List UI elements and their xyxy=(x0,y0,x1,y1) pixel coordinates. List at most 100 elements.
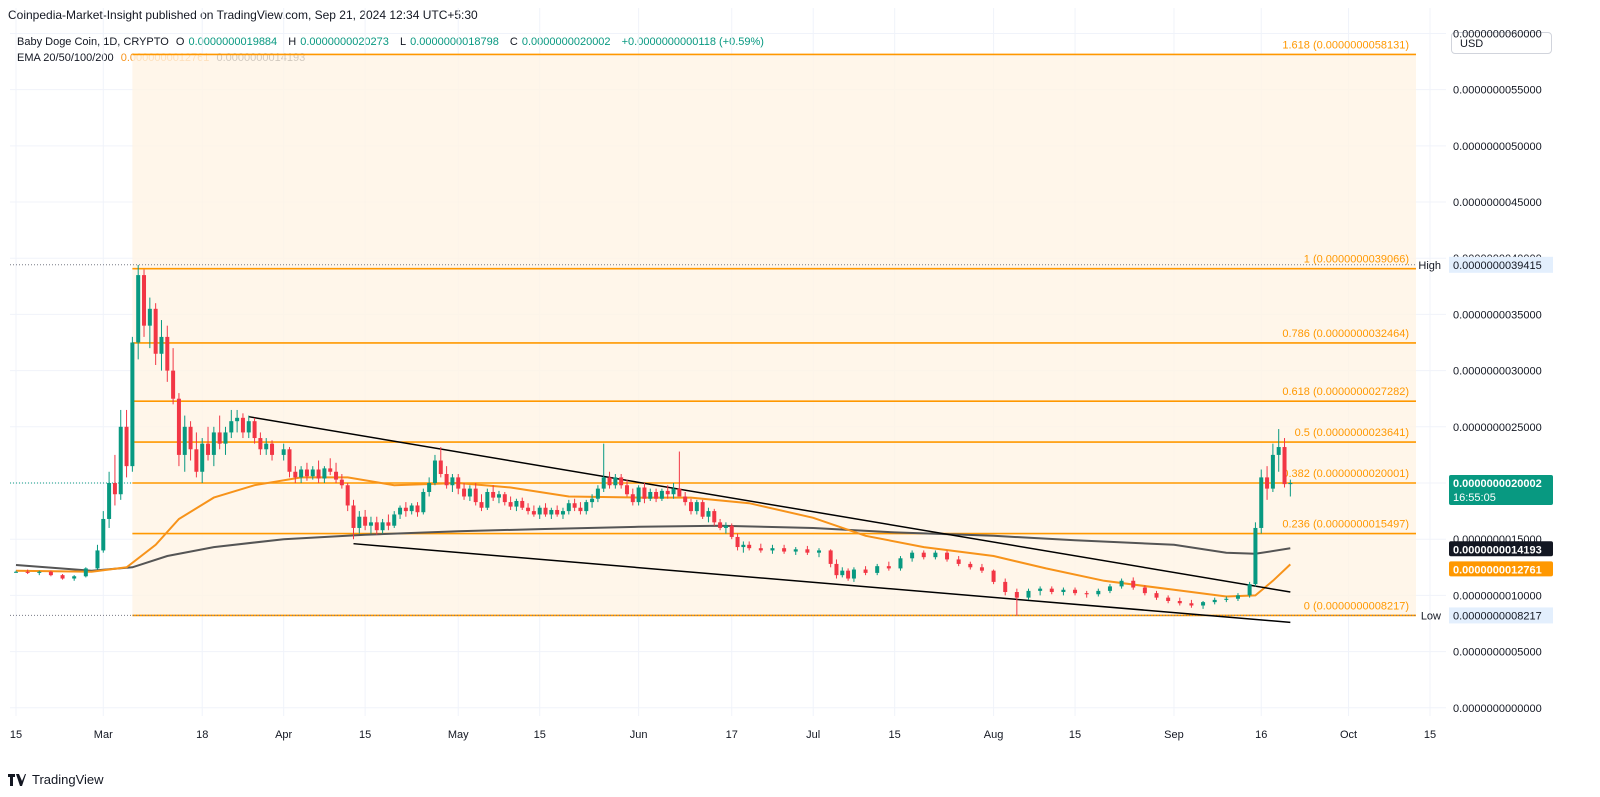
candle-body xyxy=(467,488,472,497)
candle-body xyxy=(933,552,938,558)
candle-body xyxy=(25,571,30,573)
candle-body xyxy=(1131,580,1136,588)
candle-body xyxy=(246,421,251,433)
candle-body xyxy=(694,502,699,512)
candle-body xyxy=(840,570,845,576)
x-tick-label: 15 xyxy=(534,729,546,741)
candle-body xyxy=(921,552,926,558)
x-tick-label: Oct xyxy=(1340,729,1357,741)
candle-body xyxy=(834,563,839,576)
x-tick-label: 18 xyxy=(196,729,208,741)
candle-body xyxy=(316,469,321,479)
candle-body xyxy=(229,421,234,433)
candle-body xyxy=(584,502,589,512)
y-tick-label: 0.0000000035000 xyxy=(1453,309,1542,321)
candle-body xyxy=(194,449,199,472)
candle-body xyxy=(723,525,728,528)
y-tick-label: 0.0000000030000 xyxy=(1453,366,1542,378)
y-tick-label: 0.0000000060000 xyxy=(1453,28,1542,40)
candle-body xyxy=(386,522,391,526)
footer-brand[interactable]: TradingView xyxy=(8,772,104,787)
fib-level-label: 0.5 (0.0000000023641) xyxy=(1295,427,1409,439)
candle-body xyxy=(438,460,443,475)
x-tick-label: 15 xyxy=(1069,729,1081,741)
candle-body xyxy=(886,566,891,569)
candle-body xyxy=(898,558,903,569)
candle-body xyxy=(72,576,77,579)
fib-level-label: 0.382 (0.0000000020001) xyxy=(1282,468,1409,480)
candle-body xyxy=(1014,592,1019,598)
ema-200-line xyxy=(15,524,1291,572)
change-value: +0.0000000000118 (+0.59%) xyxy=(621,36,764,48)
candle-body xyxy=(1061,589,1066,593)
tradingview-logo-icon xyxy=(8,773,26,786)
candle-body xyxy=(1253,527,1258,585)
candle-body xyxy=(560,511,565,515)
candle-body xyxy=(328,468,333,472)
candle-body xyxy=(654,491,659,499)
candle-body xyxy=(910,552,915,559)
candle-body xyxy=(531,511,536,515)
y-tick-label: 0.0000000005000 xyxy=(1453,647,1542,659)
candle-body xyxy=(1276,447,1281,455)
candle-body xyxy=(83,568,88,577)
y-tick-label: 0.0000000010000 xyxy=(1453,590,1542,602)
candle-body xyxy=(683,496,688,503)
open-value: O 0.0000000019884 xyxy=(175,36,278,48)
extreme-label: High xyxy=(1418,260,1441,272)
close-value: C 0.0000000020002 xyxy=(509,36,611,48)
candle-body xyxy=(142,275,147,326)
candle-body xyxy=(95,550,100,569)
high-value: H 0.0000000020273 xyxy=(288,36,389,48)
candle-body xyxy=(101,518,106,551)
candle-body xyxy=(409,505,414,512)
extreme-value: 0.0000000008217 xyxy=(1453,610,1542,622)
candle-body xyxy=(147,308,152,326)
extreme-label: Low xyxy=(1421,610,1441,622)
candle-body xyxy=(741,544,746,548)
candle-body xyxy=(595,488,600,499)
y-tick-label: 0.0000000000000 xyxy=(1453,703,1542,715)
candle-body xyxy=(613,477,618,486)
candle-body xyxy=(945,552,950,560)
y-tick-label: 0.0000000055000 xyxy=(1453,85,1542,97)
price-tag-countdown: 16:55:05 xyxy=(1453,492,1496,504)
candle-body xyxy=(805,549,810,553)
candle-body xyxy=(48,571,53,576)
x-tick-label: 15 xyxy=(1424,729,1436,741)
candle-body xyxy=(1119,580,1124,587)
price-tag xyxy=(1449,474,1553,505)
candle-body xyxy=(211,432,216,455)
candle-body xyxy=(671,488,676,495)
price-tag-value: 0.0000000014193 xyxy=(1453,544,1542,556)
candle-body xyxy=(107,483,112,519)
candle-body xyxy=(508,502,513,507)
extreme-tag xyxy=(1449,256,1553,273)
x-tick-label: 15 xyxy=(889,729,901,741)
candle-body xyxy=(875,566,880,573)
ema-label[interactable]: EMA 20/50/100/200 xyxy=(17,52,114,64)
candle-body xyxy=(153,308,158,354)
candle-body xyxy=(572,503,577,508)
candle-body xyxy=(851,569,856,579)
candle-body xyxy=(165,336,170,371)
candle-body xyxy=(1026,590,1031,598)
symbol-label[interactable]: Baby Doge Coin, 1D, CRYPTO xyxy=(17,36,169,48)
candle-body xyxy=(1212,599,1217,603)
x-tick-label: 15 xyxy=(10,729,22,741)
candle-body xyxy=(636,487,641,503)
candle-body xyxy=(240,417,245,433)
candle-body xyxy=(706,511,711,517)
candle-body xyxy=(415,505,420,513)
currency-selector[interactable]: USD xyxy=(1451,32,1552,54)
fib-level-label: 0.786 (0.0000000032464) xyxy=(1282,328,1409,340)
candle-body xyxy=(223,432,228,444)
candle-body xyxy=(345,485,350,506)
x-tick-label: 16 xyxy=(1255,729,1267,741)
candle-body xyxy=(846,570,851,579)
candle-body xyxy=(427,483,432,492)
candle-body xyxy=(270,443,275,455)
price-tag-value: 0.0000000020002 xyxy=(1453,478,1542,490)
candle-body xyxy=(758,548,763,551)
